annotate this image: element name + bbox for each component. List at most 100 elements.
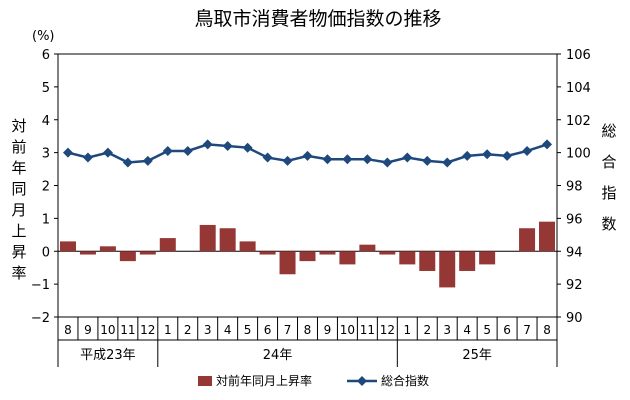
left-axis-label-char: 月: [11, 201, 26, 219]
left-tick-label: −2: [31, 311, 50, 326]
legend-bar-swatch: [198, 376, 212, 386]
right-tick-label: 96: [566, 212, 583, 227]
bar: [359, 244, 376, 252]
bar: [459, 251, 476, 271]
right-axis-label: 総合指数: [601, 122, 616, 233]
left-axis-label: 対前年同月上昇率: [11, 117, 26, 282]
legend-line-marker: [357, 376, 367, 386]
right-axis-label-char: 数: [601, 215, 616, 233]
bar: [159, 238, 176, 252]
index-point: [222, 141, 233, 152]
index-point: [362, 154, 373, 165]
category-label: 10: [100, 323, 115, 337]
index-point: [142, 155, 153, 166]
index-point: [442, 157, 453, 168]
left-axis-label-char: 昇: [11, 243, 26, 261]
category-label: 9: [324, 323, 332, 337]
category-label: 4: [224, 323, 232, 337]
bar: [439, 251, 456, 288]
bar: [139, 251, 156, 255]
right-tick-label: 104: [566, 81, 591, 96]
index-point: [242, 142, 253, 153]
index-point: [202, 139, 213, 150]
index-point: [522, 145, 533, 156]
index-point: [322, 154, 333, 165]
category-label: 12: [380, 323, 395, 337]
bar: [339, 251, 356, 265]
index-point: [262, 152, 273, 163]
chart-title: 鳥取市消費者物価指数の推移: [194, 8, 441, 30]
bar: [99, 246, 116, 252]
index-point: [82, 152, 93, 163]
left-tick-label: 6: [42, 48, 50, 63]
category-label: 1: [403, 323, 411, 337]
category-label: 6: [264, 323, 272, 337]
left-axis-unit: (%): [32, 29, 55, 44]
category-label: 11: [360, 323, 375, 337]
year-label: 25年: [462, 348, 492, 363]
right-tick-label: 92: [566, 278, 583, 293]
bar: [279, 251, 296, 275]
bar: [299, 251, 316, 262]
bar: [59, 241, 76, 252]
bar: [419, 251, 436, 271]
index-point: [502, 150, 513, 161]
left-tick-label: 4: [42, 114, 50, 129]
category-label: 12: [140, 323, 155, 337]
category-label: 3: [204, 323, 212, 337]
right-axis-label-char: 合: [601, 153, 616, 171]
left-axis-label-char: 年: [11, 159, 26, 177]
legend: 対前年同月上昇率 総合指数: [198, 373, 429, 388]
index-point: [462, 150, 473, 161]
index-point: [182, 145, 193, 156]
left-tick-label: 1: [42, 212, 50, 227]
year-label: 平成23年: [80, 348, 136, 363]
left-axis-label-char: 前: [11, 138, 26, 156]
right-tick-label: 102: [566, 114, 591, 129]
right-tick-label: 90: [566, 311, 583, 326]
year-label: 24年: [263, 348, 293, 363]
index-point: [482, 149, 493, 160]
right-tick-label: 94: [566, 245, 583, 260]
category-label: 11: [120, 323, 135, 337]
bar: [259, 251, 276, 255]
category-label: 8: [543, 323, 551, 337]
index-point: [102, 147, 113, 158]
category-label: 10: [340, 323, 355, 337]
bar: [79, 251, 96, 255]
index-point: [62, 147, 73, 158]
category-label: 5: [483, 323, 491, 337]
category-label: 7: [523, 323, 531, 337]
left-axis-label-char: 上: [11, 222, 26, 240]
bar: [319, 251, 336, 255]
category-label: 7: [284, 323, 292, 337]
index-point: [122, 157, 133, 168]
bar: [479, 251, 496, 265]
right-tick-label: 100: [566, 147, 591, 162]
legend-line-label: 総合指数: [381, 373, 429, 388]
index-point: [282, 155, 293, 166]
left-tick-label: 0: [42, 245, 50, 260]
category-label: 3: [443, 323, 451, 337]
index-point: [162, 145, 173, 156]
index-point: [342, 154, 353, 165]
bar: [399, 251, 416, 265]
left-tick-label: −1: [31, 278, 50, 293]
right-tick-label: 106: [566, 48, 591, 63]
index-point: [382, 157, 393, 168]
category-label: 2: [184, 323, 192, 337]
right-axis-label-char: 総: [601, 122, 616, 140]
left-tick-label: 5: [42, 81, 50, 96]
bar: [519, 228, 536, 252]
category-label: 8: [64, 323, 72, 337]
category-label: 4: [463, 323, 471, 337]
category-label: 6: [503, 323, 511, 337]
bar: [119, 251, 136, 262]
left-axis-label-char: 同: [11, 180, 26, 198]
left-tick-label: 3: [42, 147, 50, 162]
right-axis-label-char: 指: [601, 184, 616, 202]
category-label: 8: [304, 323, 312, 337]
index-point: [402, 152, 413, 163]
plot-area: [57, 53, 558, 318]
